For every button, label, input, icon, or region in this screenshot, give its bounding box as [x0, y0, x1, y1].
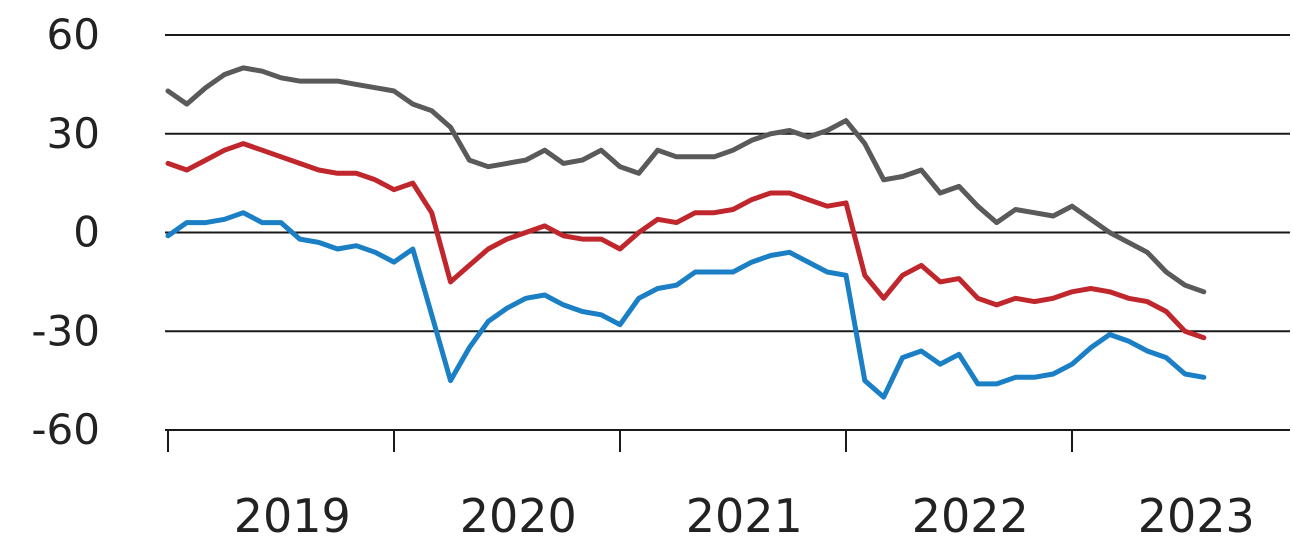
x-axis: 2019 2020 2021 2022 2023	[167, 430, 1255, 540]
grid-lines	[165, 34, 1290, 431]
x-tick-label: 2019	[234, 489, 351, 540]
x-tick-label: 2023	[1138, 489, 1255, 540]
series-line-2	[165, 141, 1207, 341]
y-tick-label: -60	[31, 405, 100, 454]
series-line-3	[165, 210, 1207, 400]
x-tick-label: 2021	[686, 489, 803, 540]
y-tick-label: -30	[31, 306, 100, 355]
x-tick-label: 2022	[912, 489, 1029, 540]
y-axis: 60 30 0 -30 -60	[31, 10, 100, 454]
series-line-1	[165, 65, 1207, 295]
x-tick-label: 2020	[460, 489, 577, 540]
series-group	[165, 65, 1207, 400]
y-tick-label: 60	[47, 10, 100, 59]
y-tick-label: 30	[47, 109, 100, 158]
y-tick-label: 0	[73, 208, 100, 257]
